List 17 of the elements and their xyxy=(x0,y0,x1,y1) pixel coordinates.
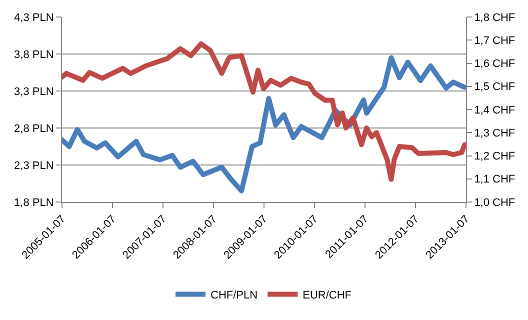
y-tick-label: 1,8 PLN xyxy=(14,196,54,209)
y-tick-label: 2,3 PLN xyxy=(14,160,54,172)
y2-tick-label: 1,7 CHF xyxy=(474,34,516,47)
y2-tick-label: 1,1 CHF xyxy=(474,174,516,186)
legend-label: CHF/PLN xyxy=(210,289,258,302)
y-tick-label: 3,3 PLN xyxy=(14,86,54,98)
y-tick-label: 2,8 PLN xyxy=(14,122,54,135)
y2-tick-label: 1,6 CHF xyxy=(474,58,516,70)
y2-tick-label: 1,2 CHF xyxy=(474,150,516,163)
y-tick-label: 4,3 PLN xyxy=(14,12,54,24)
y-tick-label: 3,8 PLN xyxy=(14,48,54,61)
legend-label: EUR/CHF xyxy=(302,289,352,302)
y2-tick-label: 1,4 CHF xyxy=(474,104,516,116)
y2-tick-label: 1,0 CHF xyxy=(474,196,516,209)
y2-tick-label: 1,8 CHF xyxy=(474,12,516,24)
y2-tick-label: 1,5 CHF xyxy=(474,81,516,94)
y2-tick-label: 1,3 CHF xyxy=(474,127,516,140)
